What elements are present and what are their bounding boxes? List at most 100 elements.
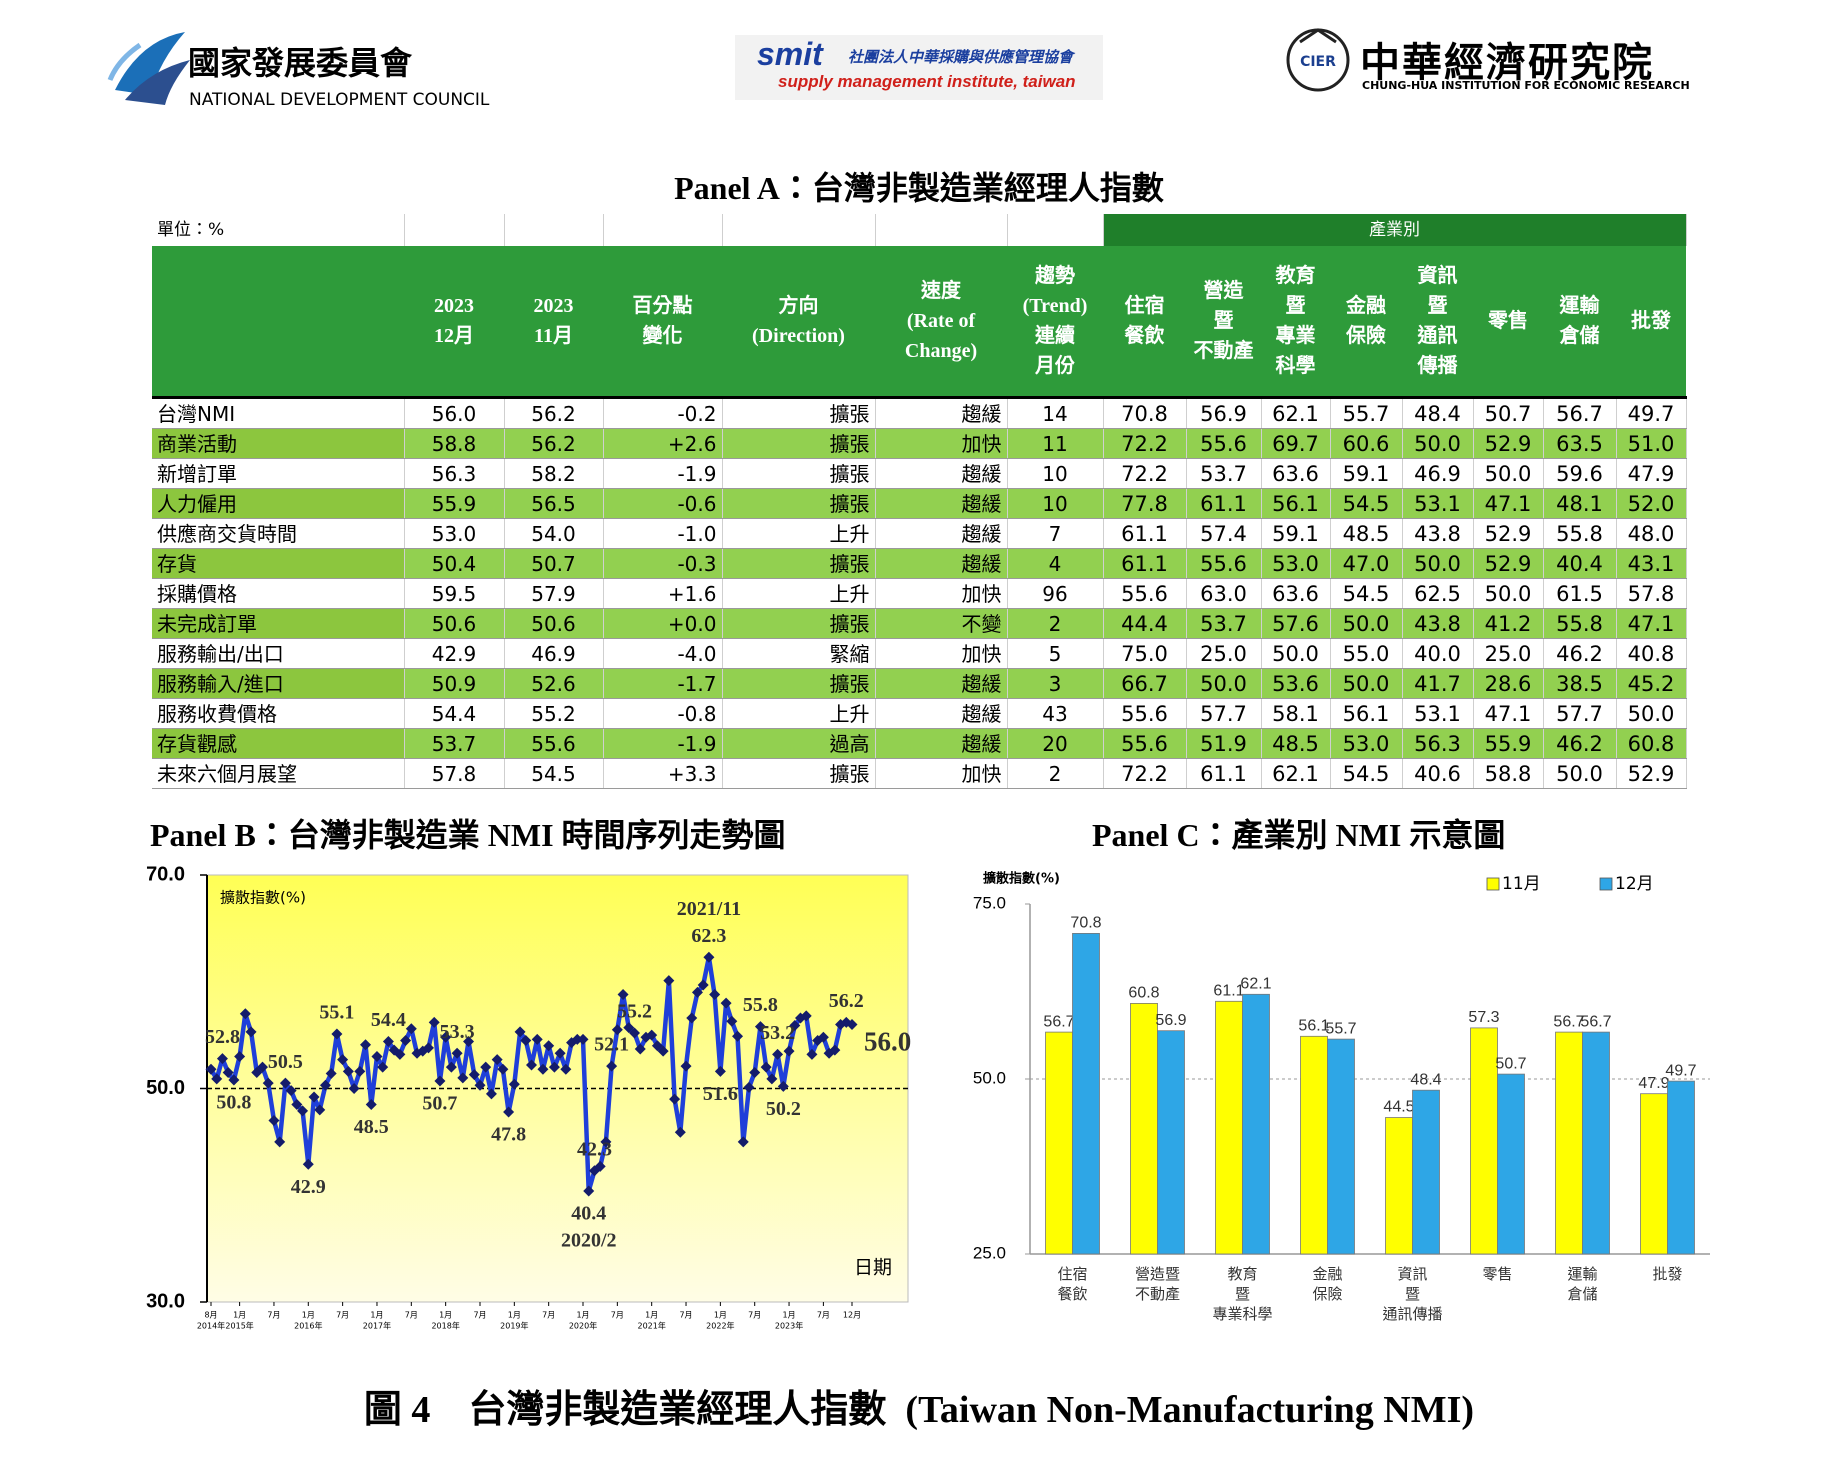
cell: -0.2 bbox=[603, 397, 723, 429]
cell: 上升 bbox=[722, 698, 876, 729]
data-point bbox=[503, 1106, 515, 1118]
cell: 52.9 bbox=[1473, 428, 1544, 459]
cell: 上升 bbox=[722, 578, 876, 609]
bar bbox=[1497, 1073, 1525, 1255]
cell: -1.9 bbox=[603, 458, 723, 489]
data-point bbox=[817, 1031, 829, 1043]
cell: 56.9 bbox=[1186, 397, 1262, 429]
cell: 50.0 bbox=[1402, 548, 1474, 579]
cell: 47.1 bbox=[1473, 698, 1544, 729]
cell: 66.7 bbox=[1103, 668, 1187, 699]
panel-b-title: Panel B：台灣非製造業 NMI 時間序列走勢圖 bbox=[150, 817, 786, 853]
data-point bbox=[394, 1048, 406, 1060]
cell: 55.6 bbox=[504, 728, 604, 759]
cell: 56.3 bbox=[1402, 728, 1474, 759]
cell: 61.1 bbox=[1103, 518, 1187, 549]
table-row: 2023 12月 2023 11月 百分點 變化 方向 (Direction) 速度 (… bbox=[152, 246, 1686, 399]
cell: 47.1 bbox=[1616, 608, 1687, 639]
x-tick-year: 2018年 bbox=[431, 1321, 459, 1331]
annotation: 56.0 bbox=[864, 1027, 911, 1057]
x-tick-label: 8月 bbox=[204, 1311, 217, 1320]
cell: 75.0 bbox=[1103, 638, 1187, 669]
cell: 43.8 bbox=[1402, 518, 1474, 549]
cell: 50.0 bbox=[1330, 668, 1403, 699]
y-axis-label: 擴散指數(%) bbox=[983, 871, 1060, 887]
annotation: 51.6 bbox=[703, 1083, 738, 1105]
x-tick-year: 2023年 bbox=[775, 1321, 803, 1331]
data-point bbox=[663, 975, 675, 987]
column-header bbox=[152, 246, 404, 399]
cell: 56.1 bbox=[1330, 698, 1403, 729]
cell: 61.1 bbox=[1186, 758, 1262, 789]
column-header: 零售 bbox=[1473, 246, 1543, 399]
cell: 55.6 bbox=[1103, 698, 1187, 729]
x-tick-label: 批發 bbox=[1652, 1266, 1682, 1283]
data-point bbox=[491, 1054, 503, 1066]
legend-swatch bbox=[1486, 877, 1500, 891]
cell: -1.7 bbox=[603, 668, 723, 699]
x-tick-label: 1月 bbox=[645, 1311, 658, 1320]
annotation: 54.4 bbox=[371, 1009, 406, 1031]
annotation: 62.3 bbox=[691, 925, 726, 947]
table-row: 服務輸入/進口 50.9 52.6 -1.7 擴張 趨緩 3 66.7 50.0 53.6 50.0… bbox=[152, 668, 1687, 699]
bar bbox=[1045, 1031, 1073, 1255]
row-label: 供應商交貨時間 bbox=[152, 518, 405, 549]
data-point bbox=[382, 1036, 394, 1048]
x-tick-label: 7月 bbox=[817, 1311, 830, 1320]
data-point bbox=[691, 986, 703, 998]
x-tick-label: 住宿餐飲 bbox=[1057, 1266, 1087, 1303]
data-point bbox=[268, 1115, 280, 1127]
x-tick-label: 資訊暨通訊傳播 bbox=[1382, 1266, 1442, 1323]
table-row: 人力僱用 55.9 56.5 -0.6 擴張 趨緩 10 77.8 61.1 56.1 54.5 53… bbox=[152, 488, 1687, 519]
cier-logo: CIER bbox=[1300, 54, 1336, 70]
cell: 59.1 bbox=[1261, 518, 1331, 549]
data-point bbox=[308, 1091, 320, 1103]
data-point bbox=[526, 1059, 537, 1071]
cell: 53.0 bbox=[1330, 728, 1403, 759]
annotation: 55.2 bbox=[617, 1001, 652, 1023]
data-point bbox=[548, 1061, 560, 1073]
cell: 58.8 bbox=[404, 428, 505, 459]
data-point bbox=[543, 1040, 555, 1052]
cell: 72.2 bbox=[1103, 458, 1187, 489]
data-point bbox=[754, 1021, 766, 1033]
cell: 50.4 bbox=[404, 548, 505, 579]
cell: 50.7 bbox=[504, 548, 604, 579]
cell: 48.0 bbox=[1616, 518, 1687, 549]
column-header: 方向 (Direction) bbox=[722, 246, 875, 399]
cell: 過高 bbox=[722, 728, 876, 759]
cell: 53.0 bbox=[1261, 548, 1331, 579]
y-tick-label: 50.0 bbox=[973, 1068, 1006, 1087]
cell: 59.1 bbox=[1330, 458, 1403, 489]
cell: 3 bbox=[1007, 668, 1104, 699]
data-point bbox=[732, 1030, 744, 1042]
cell: -0.3 bbox=[603, 548, 723, 579]
cell: 72.2 bbox=[1103, 428, 1187, 459]
value-label: 56.7 bbox=[1043, 1013, 1074, 1030]
data-point bbox=[560, 1063, 572, 1075]
cell: 43.1 bbox=[1616, 548, 1687, 579]
data-point bbox=[325, 1068, 337, 1080]
cell: 53.6 bbox=[1261, 668, 1331, 699]
y-axis-label: 擴散指數(%) bbox=[220, 889, 306, 907]
cell: 53.7 bbox=[1186, 458, 1262, 489]
column-header: 速度 (Rate of Change) bbox=[875, 246, 1007, 399]
data-point bbox=[211, 1073, 223, 1085]
data-point bbox=[749, 1066, 761, 1078]
cell: 53.1 bbox=[1402, 488, 1474, 519]
cell: 50.9 bbox=[404, 668, 505, 699]
cell: 50.0 bbox=[1402, 428, 1474, 459]
panel-c-title: Panel C：產業別 NMI 示意圖 bbox=[1092, 817, 1506, 853]
cell: 55.6 bbox=[1103, 728, 1187, 759]
cell: 42.9 bbox=[404, 638, 505, 669]
bar bbox=[1640, 1093, 1668, 1255]
cell: +2.6 bbox=[603, 428, 723, 459]
cell: 25.0 bbox=[1473, 638, 1544, 669]
cell: 40.4 bbox=[1543, 548, 1617, 579]
cell: 62.1 bbox=[1261, 758, 1331, 789]
column-header: 住宿 餐飲 bbox=[1103, 246, 1186, 399]
annotation: 55.1 bbox=[319, 1002, 354, 1024]
cier-logo-icon bbox=[1286, 28, 1350, 92]
data-point bbox=[405, 1023, 417, 1035]
